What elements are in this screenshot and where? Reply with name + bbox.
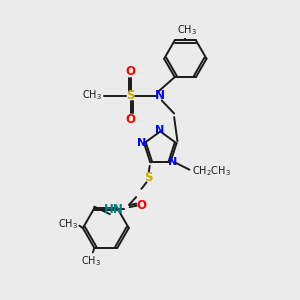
Text: O: O [136, 199, 146, 212]
Text: N: N [155, 125, 164, 135]
Text: N: N [155, 89, 165, 102]
Text: N: N [168, 157, 177, 167]
Text: S: S [127, 89, 135, 102]
Text: CH$_3$: CH$_3$ [177, 24, 197, 38]
Text: CH$_3$: CH$_3$ [82, 88, 102, 102]
Text: CH$_2$CH$_3$: CH$_2$CH$_3$ [192, 164, 231, 178]
Text: S: S [145, 171, 153, 184]
Text: HN: HN [103, 203, 123, 216]
Text: CH$_3$: CH$_3$ [81, 254, 101, 268]
Text: CH$_3$: CH$_3$ [58, 218, 78, 231]
Text: N: N [137, 138, 146, 148]
Text: O: O [126, 65, 136, 79]
Text: O: O [126, 112, 136, 126]
